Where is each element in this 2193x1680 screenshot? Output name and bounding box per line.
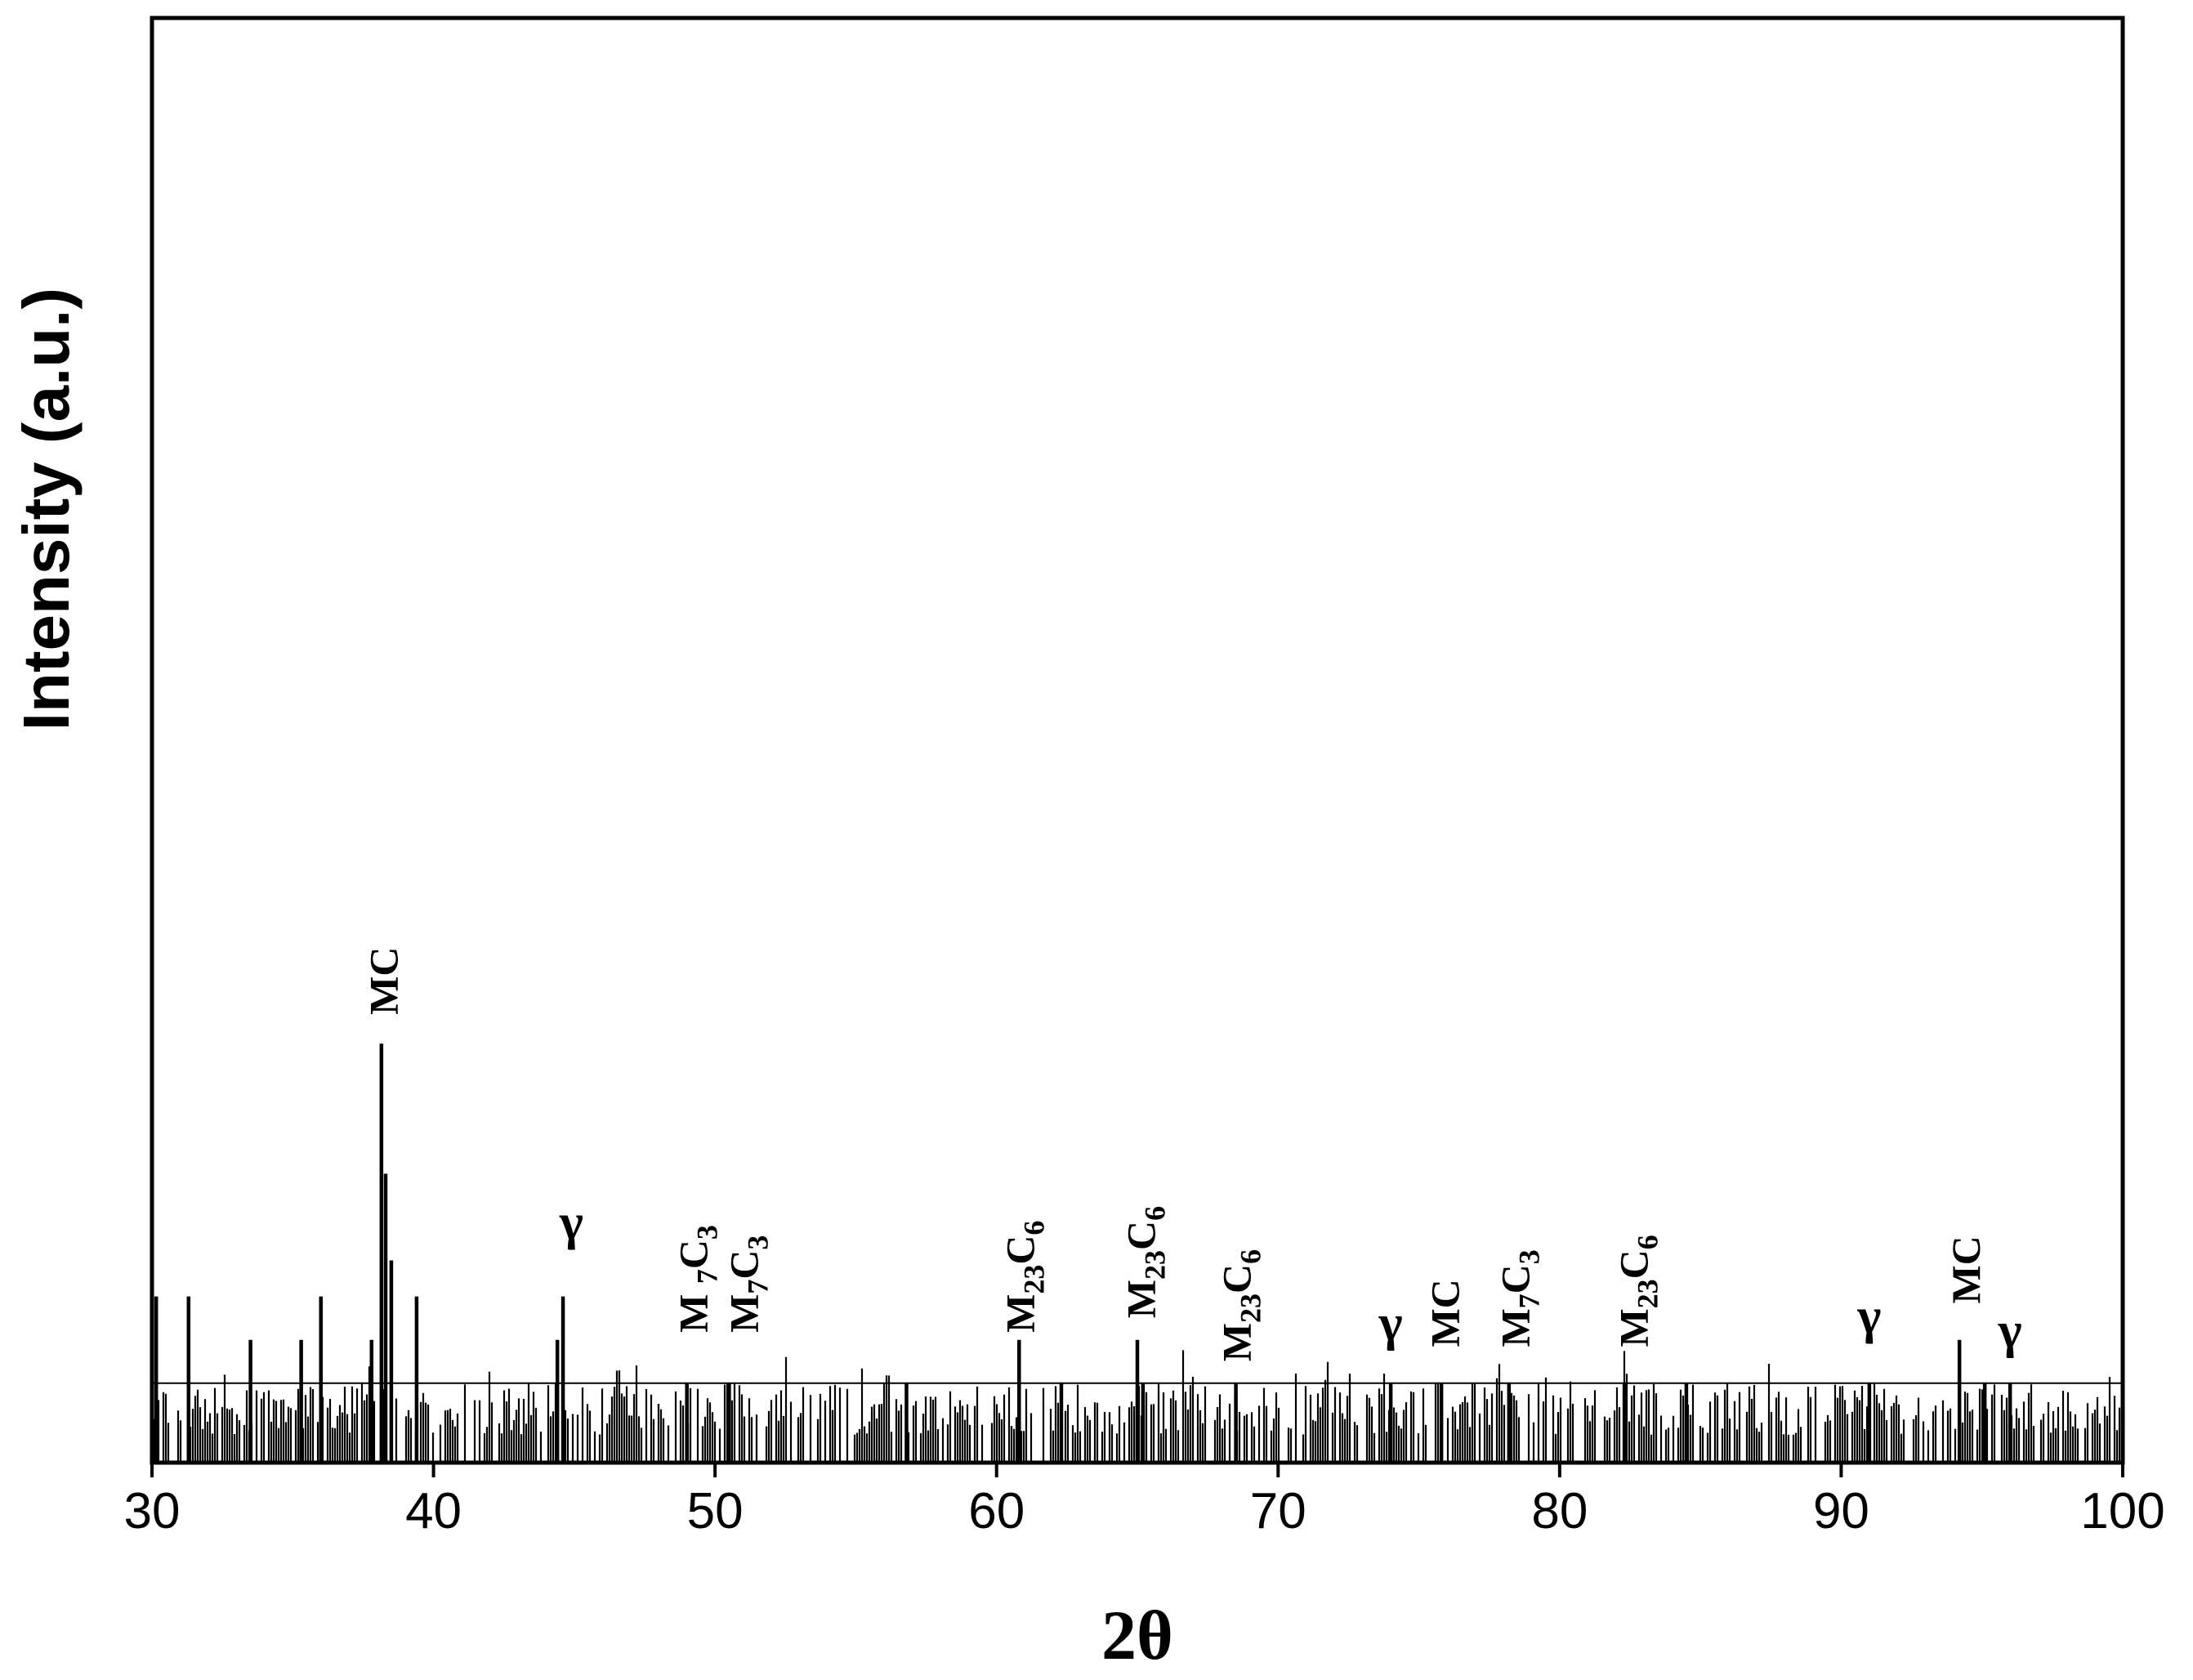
x-tick-label: 30	[124, 1483, 181, 1539]
phase-label: M23C6	[1118, 1206, 1171, 1318]
x-tick-label: 80	[1531, 1483, 1588, 1539]
phase-label-gamma: γ	[1856, 1289, 1881, 1344]
x-axis-ticks: 30 40 50 60 70 80 90 100	[124, 1463, 2165, 1539]
phase-label: M7C3	[1493, 1249, 1546, 1347]
plot-frame	[150, 16, 2125, 1465]
phase-label: M7C3	[721, 1235, 775, 1333]
x-tick-label: 100	[2080, 1483, 2164, 1539]
peak-marks	[154, 1043, 2012, 1463]
phase-label-gamma: γ	[1998, 1303, 2022, 1359]
y-axis-title: Intensity (a.u.)	[10, 288, 83, 731]
phase-label-gamma: γ	[1378, 1296, 1403, 1352]
phase-label-gamma: γ	[559, 1195, 583, 1250]
x-tick-label: 60	[968, 1483, 1025, 1539]
phase-label: MC	[1943, 1235, 1989, 1303]
x-tick-label: 50	[687, 1483, 744, 1539]
phase-label: M 7C3	[671, 1225, 724, 1333]
x-tick-label: 40	[405, 1483, 462, 1539]
phase-label: MC	[361, 947, 407, 1015]
x-axis-title: 2θ	[1101, 1596, 1173, 1674]
phase-label: M23C6	[997, 1221, 1050, 1333]
phase-label: M23C6	[1610, 1235, 1664, 1347]
x-tick-label: 90	[1813, 1483, 1869, 1539]
phase-label: M23C6	[1214, 1249, 1267, 1361]
x-tick-label: 70	[1250, 1483, 1306, 1539]
phase-label: MC	[1423, 1279, 1468, 1347]
